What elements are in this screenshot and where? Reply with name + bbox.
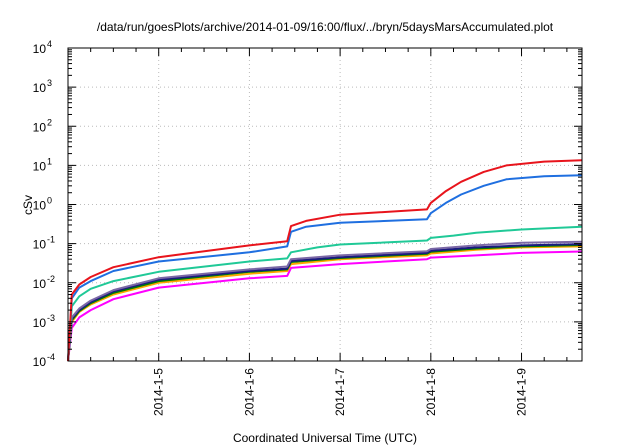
x-tick-label: 2014-1-5: [152, 368, 166, 416]
series-line-8: [67, 159, 583, 362]
series-line-7: [67, 174, 583, 362]
ticks: [68, 47, 582, 362]
x-tick-label: 2014-1-8: [424, 368, 438, 416]
x-tick-labels: 2014-1-5 2014-1-6 2014-1-7 2014-1-8 2014-1-9: [152, 368, 529, 416]
grid: [68, 48, 582, 361]
chart-title: /data/run/goesPlots/archive/2014-01-09/1…: [97, 20, 554, 34]
series-line-4: [67, 243, 583, 362]
series-line-1: [67, 250, 583, 362]
series-line-6: [67, 225, 583, 362]
series-group: [67, 159, 583, 362]
x-tick-label: 2014-1-6: [242, 368, 256, 416]
x-axis-label: Coordinated Universal Time (UTC): [233, 431, 417, 445]
series-line-5: [67, 240, 583, 362]
x-tick-label: 2014-1-7: [333, 368, 347, 416]
y-axis-label: cSv: [21, 195, 35, 215]
x-tick-label: 2014-1-9: [515, 368, 529, 416]
